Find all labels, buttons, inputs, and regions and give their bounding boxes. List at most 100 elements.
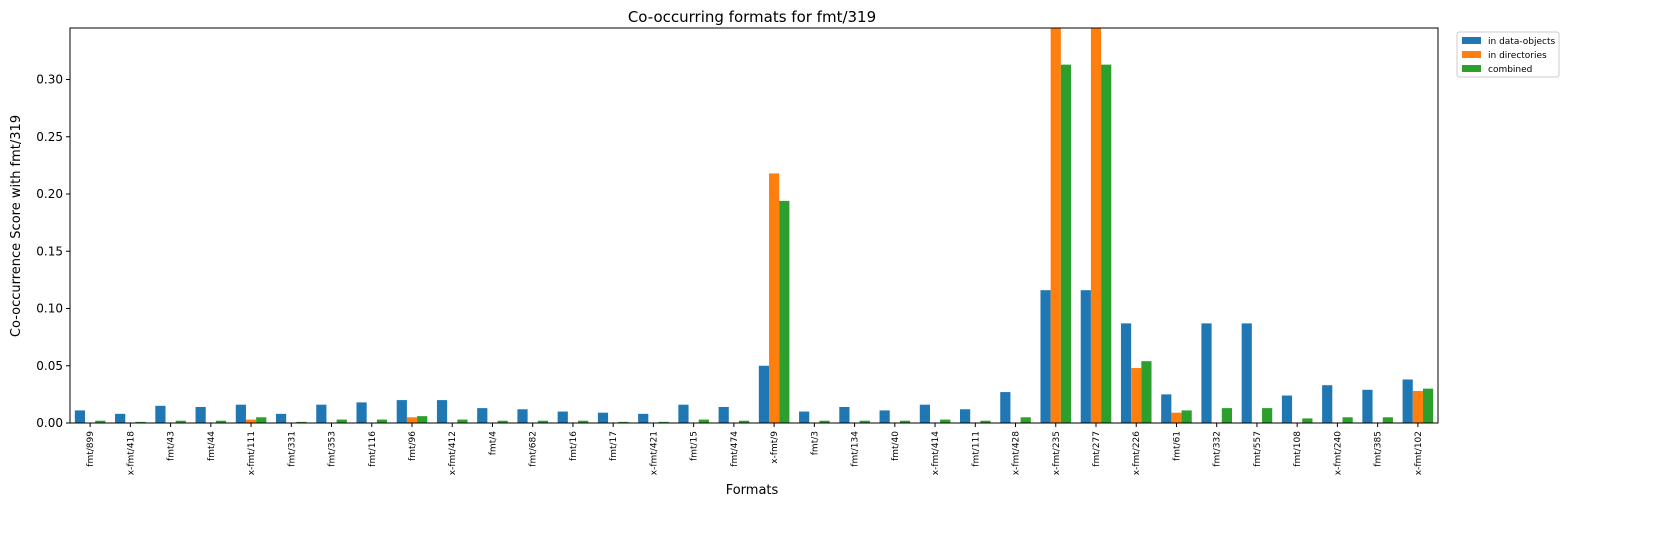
bar [1201,323,1212,423]
bar [1322,385,1333,423]
bar [1422,388,1434,423]
y-tick-label: 0.00 [36,416,63,430]
axes-layer: 0.00 0.05 0.10 0.15 0.20 0.25 0.30 fmt/899 x-fmt… [36,27,1439,476]
bar [1342,417,1353,423]
bar [497,420,508,423]
y-tick-label: 0.05 [36,359,63,373]
y-tick-label: 0.25 [36,130,63,144]
bar [1090,28,1102,423]
x-tick-label: fmt/96 [408,431,418,461]
bar [256,417,267,423]
bar [235,404,246,423]
bar [1101,64,1112,423]
bar [618,421,629,423]
x-tick-label: fmt/16 [569,431,579,461]
legend-label: combined [1488,65,1532,75]
x-axis-label: Formats [726,483,779,498]
x-tick-label: fmt/331 [287,431,297,467]
bar [1281,395,1293,423]
bar [1241,323,1252,423]
bar [396,400,407,423]
bar [1262,408,1273,423]
bar [1060,64,1072,423]
bar [316,404,327,423]
bar [95,420,106,423]
bar [417,416,428,423]
bar [477,408,488,423]
x-tick-label: fmt/17 [609,431,619,461]
x-tick-label: fmt/557 [1253,431,1263,467]
legend-label: in directories [1488,51,1547,61]
bar [115,413,126,423]
bar [135,421,146,423]
bar [940,419,951,423]
bar [276,413,287,423]
x-tick-label: fmt/15 [690,431,700,461]
bar [1171,412,1182,423]
y-tick-label: 0.30 [36,73,63,87]
bar [336,419,347,423]
x-tick-label: fmt/332 [1213,431,1223,467]
bars-layer [74,28,1434,423]
bar [1161,394,1172,423]
legend-swatch [1462,65,1481,72]
x-tick-label: fmt/61 [1172,431,1182,461]
bar [980,420,991,423]
x-tick-label: fmt/353 [328,431,338,467]
x-tick-label: x-fmt/226 [1132,431,1142,476]
bar [1402,379,1413,423]
bar [74,410,86,423]
x-tick-label: x-fmt/9 [770,431,780,464]
bar [1382,417,1393,423]
legend-label: in data-objects [1488,37,1555,47]
x-tick-label: fmt/682 [529,431,539,467]
x-tick-label: x-fmt/418 [126,431,136,476]
bar [960,409,971,423]
x-tick-label: fmt/474 [730,431,740,467]
x-tick-label: fmt/134 [851,431,861,467]
x-tick-label: fmt/108 [1293,431,1303,467]
x-tick-label: fmt/3 [810,431,820,455]
bar [1050,28,1061,423]
bar [1362,389,1373,423]
bar [879,410,890,423]
bar [597,412,609,423]
bar [919,404,930,423]
x-tick-label: x-fmt/412 [448,431,458,475]
bar [1412,390,1423,423]
bar [517,409,528,423]
bar [1020,417,1031,423]
bar [376,419,388,423]
x-tick-label: x-fmt/421 [649,431,659,475]
bar [457,419,468,423]
bar [1181,410,1192,423]
x-tick-label: x-fmt/428 [1012,431,1022,476]
bar [738,420,750,423]
bar [698,419,709,423]
bar [578,420,589,423]
bar [1221,408,1232,423]
x-tick-label: fmt/40 [891,431,901,461]
bar [1040,290,1051,423]
bar [658,421,669,423]
bar [1080,290,1091,423]
bar [436,400,448,423]
y-tick-label: 0.15 [36,244,63,258]
y-axis-label: Co-occurrence Score with fmt/319 [9,115,24,337]
legend: in data-objects in directories combined [1456,31,1560,78]
y-tick-label: 0.10 [36,302,63,316]
bar [1302,418,1313,423]
bar [215,420,227,423]
bar [195,406,206,423]
bar [406,417,418,423]
bar [819,420,830,423]
bar [839,406,850,423]
x-tick-label: fmt/44 [207,431,217,461]
legend-swatch [1462,37,1481,44]
bar [678,404,689,423]
x-tick-label: x-fmt/235 [1052,431,1062,475]
bar [859,420,870,423]
bar [1120,323,1132,423]
